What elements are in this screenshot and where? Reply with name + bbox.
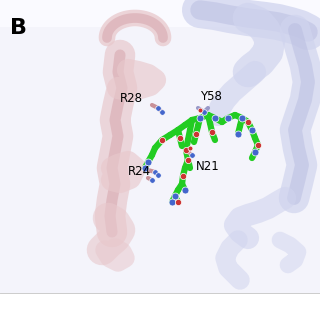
Text: B: B [10, 18, 27, 38]
Text: Y58: Y58 [200, 90, 222, 103]
Text: R28: R28 [120, 92, 143, 105]
Text: N21: N21 [196, 160, 220, 173]
Bar [0, 0, 320, 27]
Text: R24: R24 [128, 165, 151, 178]
Bar [0, 26, 320, 293]
